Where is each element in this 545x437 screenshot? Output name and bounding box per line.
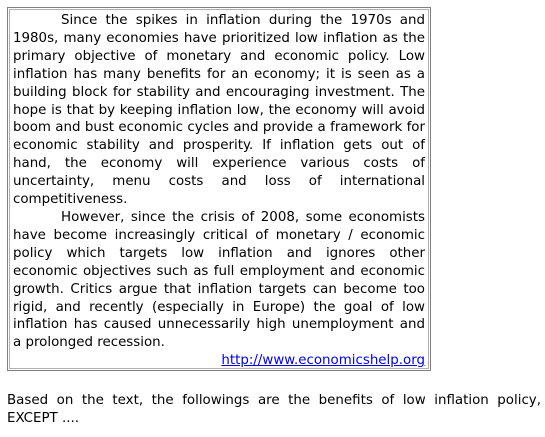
question-text: Based on the text, the followings are th…: [7, 393, 541, 426]
passage-paragraph-1: Since the spikes in inflation during the…: [13, 13, 425, 208]
source-link[interactable]: http://www.economicshelp.org: [221, 353, 425, 369]
reading-passage-box: Since the spikes in inflation during the…: [7, 7, 431, 371]
reading-passage-inner: Since the spikes in inflation during the…: [9, 9, 429, 369]
passage-paragraph-2: However, since the crisis of 2008, some …: [13, 209, 425, 351]
